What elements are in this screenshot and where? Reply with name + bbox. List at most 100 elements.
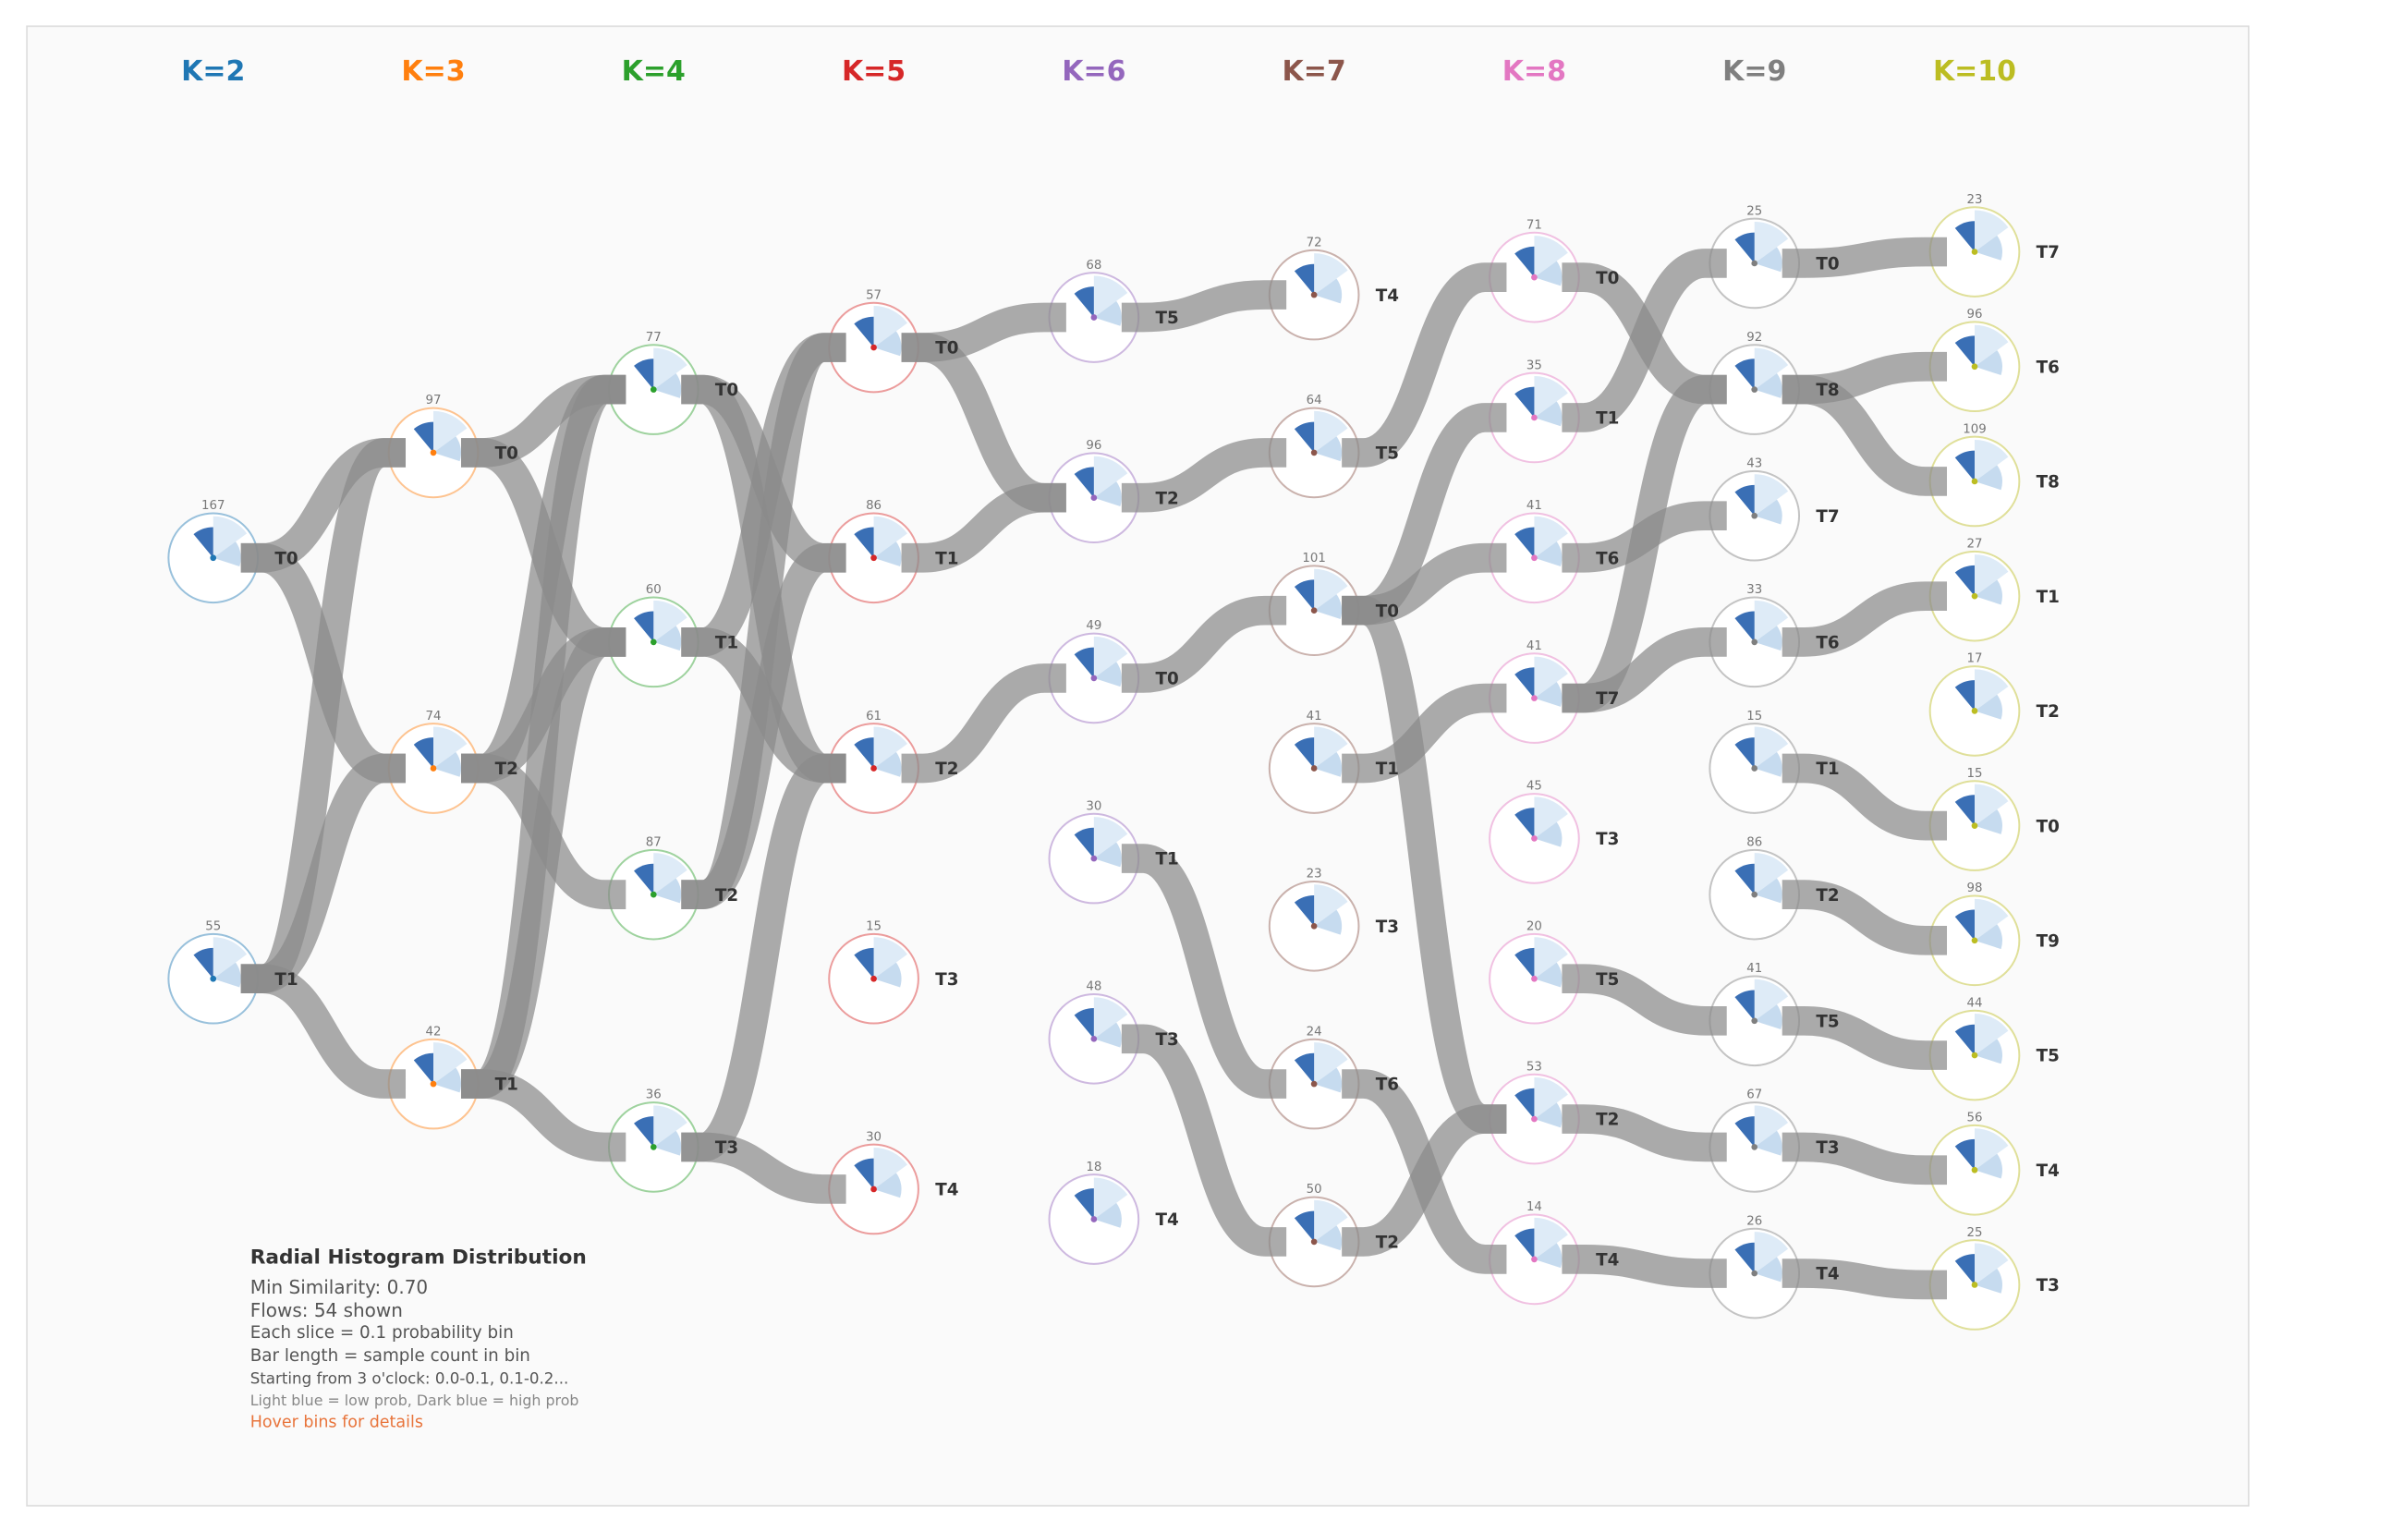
node-count: 23 xyxy=(1967,193,1983,207)
node-center xyxy=(1310,765,1318,772)
flow xyxy=(1562,1104,1727,1162)
node-label: T2 xyxy=(715,886,738,906)
histogram-light xyxy=(1974,694,2002,720)
flow xyxy=(681,542,846,909)
histogram-dark xyxy=(1294,1210,1315,1242)
flow xyxy=(1562,374,1727,713)
histogram-dark xyxy=(1954,450,1975,481)
node-label: T4 xyxy=(1156,1210,1179,1230)
histogram-light xyxy=(1974,465,2002,491)
node-count: 41 xyxy=(1526,639,1542,653)
histogram-dark xyxy=(1514,667,1535,699)
flow xyxy=(1562,964,1727,1036)
node-count: 48 xyxy=(1086,980,1101,994)
node-count: 71 xyxy=(1526,218,1542,232)
histogram-light xyxy=(433,436,461,462)
node-count: 30 xyxy=(866,1130,882,1144)
flow xyxy=(1121,595,1287,693)
histogram-light xyxy=(433,1067,461,1093)
node-count: 15 xyxy=(1967,767,1983,781)
legend-line: Starting from 3 o'clock: 0.0-0.1, 0.1-0.… xyxy=(250,1370,569,1388)
histogram-light xyxy=(873,516,907,558)
node-count: 87 xyxy=(646,835,662,849)
histogram-light xyxy=(1093,817,1128,859)
node-label: T4 xyxy=(1596,1251,1619,1271)
histogram-light xyxy=(1974,669,2009,711)
histogram-light xyxy=(433,751,461,777)
histogram-light xyxy=(1534,681,1563,707)
histogram-light xyxy=(1093,997,1128,1040)
histogram-light xyxy=(873,962,902,988)
node-center xyxy=(870,554,877,562)
histogram-light xyxy=(1754,979,1789,1021)
histogram-dark xyxy=(1514,808,1535,839)
histogram-light xyxy=(1974,898,2009,941)
node-count: 56 xyxy=(1967,1112,1983,1125)
histogram-light xyxy=(1974,1268,2002,1294)
histogram-light xyxy=(1974,1014,2009,1056)
node-count: 86 xyxy=(866,499,882,513)
histogram-dark xyxy=(1074,1007,1094,1040)
node-center xyxy=(1751,386,1758,393)
histogram-dark xyxy=(1734,1116,1755,1148)
node-center xyxy=(650,1144,657,1150)
histogram-light xyxy=(1754,372,1782,398)
node-center xyxy=(1531,274,1538,281)
node-label: T2 xyxy=(2037,702,2060,722)
histogram-dark xyxy=(1954,1254,1975,1285)
node-count: 25 xyxy=(1746,204,1762,218)
node-center xyxy=(1751,765,1758,772)
node-center xyxy=(1531,414,1538,421)
node-count: 98 xyxy=(1967,882,1983,895)
node-label: T8 xyxy=(2037,473,2060,492)
column-header: K=8 xyxy=(1502,55,1566,88)
histogram-light xyxy=(1974,809,2002,834)
node-label: T0 xyxy=(1816,255,1839,274)
node-label: T4 xyxy=(1816,1265,1839,1284)
node-count: 25 xyxy=(1967,1226,1983,1240)
node-count: 68 xyxy=(1086,259,1101,273)
node-label: T2 xyxy=(1376,1234,1399,1253)
histogram-dark xyxy=(1954,680,1975,711)
histogram-light xyxy=(1093,300,1122,326)
node-label: T6 xyxy=(1376,1076,1399,1095)
histogram-light xyxy=(1534,821,1563,847)
node-count: 97 xyxy=(426,394,442,407)
node-count: 50 xyxy=(1307,1183,1322,1197)
node-center xyxy=(870,765,877,772)
flow xyxy=(901,663,1066,784)
node-center xyxy=(1090,675,1098,682)
node-center xyxy=(1971,478,1978,485)
node-center xyxy=(1310,922,1318,930)
histogram-light xyxy=(1974,924,2002,950)
legend-title: Radial Histogram Distribution xyxy=(250,1246,587,1269)
node-center xyxy=(650,386,657,393)
node-label: T1 xyxy=(1816,760,1839,779)
node-count: 36 xyxy=(646,1088,662,1102)
histogram-light xyxy=(1534,962,1563,988)
histogram-light xyxy=(1314,436,1343,462)
legend-line: Bar length = sample count in bin xyxy=(250,1346,530,1366)
histogram-light xyxy=(1534,656,1568,699)
histogram-light xyxy=(433,1042,468,1085)
node-count: 101 xyxy=(1302,552,1325,565)
node-count: 92 xyxy=(1746,331,1762,345)
node-count: 20 xyxy=(1526,920,1542,934)
histogram-light xyxy=(1314,909,1343,935)
node-count: 23 xyxy=(1307,868,1322,882)
histogram-light xyxy=(1974,554,2009,597)
histogram-dark xyxy=(1734,484,1755,517)
histogram-light xyxy=(1974,784,2009,826)
histogram-light xyxy=(873,751,902,777)
histogram-dark xyxy=(1514,527,1535,558)
histogram-light xyxy=(1314,751,1343,777)
histogram-light xyxy=(1534,236,1568,278)
node-count: 45 xyxy=(1526,780,1542,794)
node-label: T1 xyxy=(2037,588,2060,607)
node-center xyxy=(1090,1216,1098,1222)
node-label: T1 xyxy=(495,1076,518,1095)
node-label: T4 xyxy=(2037,1161,2060,1181)
histogram-light xyxy=(1093,481,1122,506)
histogram-dark xyxy=(634,863,654,895)
